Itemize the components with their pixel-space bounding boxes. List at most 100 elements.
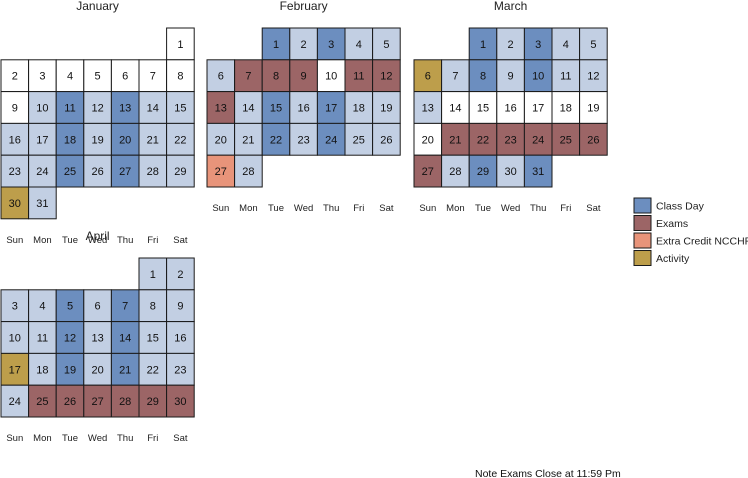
day-cell-april-11 xyxy=(28,321,57,354)
exam-close-note: Note Exams Close at 11:59 Pm xyxy=(475,468,621,478)
day-number-april-19: 19 xyxy=(64,364,76,376)
day-number-april-10: 10 xyxy=(9,333,21,345)
day-cell-february-18 xyxy=(344,91,374,124)
day-cell-april-20 xyxy=(83,352,112,386)
day-number-march-12: 12 xyxy=(587,71,599,83)
day-cell-april-5 xyxy=(55,289,85,323)
day-number-april-28: 28 xyxy=(119,396,131,408)
day-number-april-23: 23 xyxy=(174,364,186,376)
day-cell-january-16 xyxy=(0,122,30,156)
day-number-march-19: 19 xyxy=(587,103,599,115)
legend-label-extra-credit-ncchr: Extra Credit NCCHR xyxy=(656,236,748,248)
weekday-label-april-tue: Tue xyxy=(62,433,78,444)
weekday-label-march-sun: Sun xyxy=(419,203,436,214)
day-number-february-16: 16 xyxy=(297,103,309,115)
day-cell-february-26 xyxy=(372,122,401,156)
day-cell-april-10 xyxy=(0,321,30,354)
day-cell-march-31 xyxy=(523,154,553,188)
day-cell-january-31 xyxy=(28,186,57,220)
day-number-february-1: 1 xyxy=(273,39,279,51)
day-cell-february-23 xyxy=(289,122,318,156)
day-number-february-19: 19 xyxy=(380,103,392,115)
day-number-february-12: 12 xyxy=(380,71,392,83)
day-number-april-25: 25 xyxy=(36,396,48,408)
day-number-march-24: 24 xyxy=(532,134,544,146)
day-number-april-21: 21 xyxy=(119,364,131,376)
day-number-april-18: 18 xyxy=(36,364,48,376)
day-number-march-23: 23 xyxy=(504,134,516,146)
day-number-january-20: 20 xyxy=(119,134,131,146)
day-cell-february-27 xyxy=(206,154,236,188)
day-number-february-21: 21 xyxy=(242,134,254,146)
weekday-label-january-mon: Mon xyxy=(33,235,51,246)
weekday-label-april-mon: Mon xyxy=(33,433,51,444)
day-number-april-2: 2 xyxy=(177,269,183,281)
weekday-label-april-fri: Fri xyxy=(147,433,158,444)
day-cell-april-25 xyxy=(28,384,57,418)
day-cell-april-8 xyxy=(138,289,168,323)
day-number-february-3: 3 xyxy=(328,39,334,51)
day-number-april-15: 15 xyxy=(147,333,159,345)
weekday-label-january-sat: Sat xyxy=(173,235,188,246)
weekday-label-february-tue: Tue xyxy=(268,203,284,214)
day-number-january-31: 31 xyxy=(36,198,48,210)
day-number-january-16: 16 xyxy=(9,134,21,146)
month-title-january: January xyxy=(76,0,119,13)
day-cell-march-12 xyxy=(579,59,608,93)
weekday-label-january-tue: Tue xyxy=(62,235,78,246)
legend-label-class-day: Class Day xyxy=(656,201,705,213)
weekday-label-march-wed: Wed xyxy=(501,203,520,214)
day-number-february-10: 10 xyxy=(325,71,337,83)
day-cell-april-13 xyxy=(83,321,112,354)
day-cell-january-22 xyxy=(166,122,195,156)
weekday-label-february-sat: Sat xyxy=(379,203,394,214)
day-number-february-20: 20 xyxy=(215,134,227,146)
day-number-january-15: 15 xyxy=(174,103,186,115)
day-number-february-4: 4 xyxy=(356,39,362,51)
day-number-march-18: 18 xyxy=(560,103,572,115)
day-cell-january-28 xyxy=(138,154,168,188)
day-number-april-4: 4 xyxy=(39,301,45,313)
day-number-march-6: 6 xyxy=(425,71,431,83)
legend-label-activity: Activity xyxy=(656,253,690,265)
day-cell-march-7 xyxy=(441,59,470,93)
day-number-february-2: 2 xyxy=(301,39,307,51)
day-number-january-18: 18 xyxy=(64,134,76,146)
weekday-label-february-mon: Mon xyxy=(239,203,257,214)
day-number-january-13: 13 xyxy=(119,103,131,115)
day-number-march-3: 3 xyxy=(535,39,541,51)
day-number-february-17: 17 xyxy=(325,103,337,115)
day-number-march-28: 28 xyxy=(449,166,461,178)
day-number-february-6: 6 xyxy=(218,71,224,83)
day-number-march-29: 29 xyxy=(477,166,489,178)
day-cell-april-12 xyxy=(55,321,85,354)
day-number-march-25: 25 xyxy=(560,134,572,146)
day-cell-january-19 xyxy=(83,122,112,156)
day-number-january-21: 21 xyxy=(147,134,159,146)
day-cell-april-6 xyxy=(83,289,112,323)
day-number-january-24: 24 xyxy=(36,166,48,178)
day-number-april-26: 26 xyxy=(64,396,76,408)
day-number-january-9: 9 xyxy=(12,103,18,115)
day-cell-march-11 xyxy=(551,59,581,93)
legend-swatch-exams xyxy=(633,215,652,231)
legend-swatch-activity xyxy=(633,250,652,266)
day-cell-april-15 xyxy=(138,321,168,354)
day-number-february-5: 5 xyxy=(383,39,389,51)
day-number-april-12: 12 xyxy=(64,333,76,345)
day-number-february-15: 15 xyxy=(270,103,282,115)
day-number-january-6: 6 xyxy=(122,71,128,83)
weekday-label-march-thu: Thu xyxy=(530,203,546,214)
day-cell-february-1 xyxy=(261,27,291,61)
day-number-january-7: 7 xyxy=(150,71,156,83)
weekday-label-february-thu: Thu xyxy=(323,203,339,214)
day-number-february-18: 18 xyxy=(353,103,365,115)
weekday-label-february-wed: Wed xyxy=(294,203,313,214)
day-number-april-29: 29 xyxy=(147,396,159,408)
day-number-january-2: 2 xyxy=(12,71,18,83)
day-cell-january-12 xyxy=(83,91,112,124)
day-cell-april-17 xyxy=(0,352,30,386)
month-title-february: February xyxy=(280,0,328,13)
legend-swatch-class-day xyxy=(633,197,652,214)
